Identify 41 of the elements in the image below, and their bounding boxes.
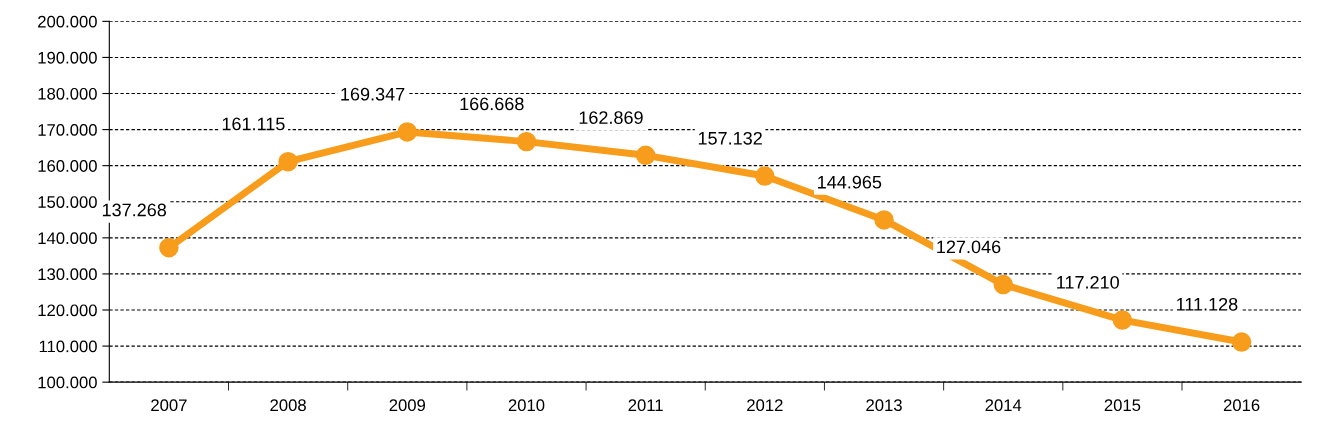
point	[159, 237, 179, 258]
data-label: 127.046	[937, 240, 1001, 254]
x-tick-label: 2012	[747, 399, 783, 412]
y-tick-label: 170.000	[38, 124, 97, 136]
point	[1112, 310, 1133, 330]
point	[278, 151, 298, 172]
x-tick-label: 2014	[985, 399, 1022, 412]
y-tick-label: 110.000	[39, 340, 97, 353]
point	[516, 131, 537, 152]
point	[635, 145, 656, 166]
point	[874, 210, 894, 230]
data-label: 157.132	[698, 131, 762, 145]
y-tick-label: 180.000	[38, 87, 97, 100]
x-tick-label: 2010	[508, 399, 545, 412]
y-tick-label: 200.000	[38, 15, 97, 28]
data-label: 144.965	[818, 175, 882, 189]
x-tick-label: 2016	[1223, 399, 1260, 412]
data-label: 111.128	[1176, 297, 1238, 311]
data-label: 166.668	[460, 97, 524, 111]
x-tick-label: 2009	[389, 399, 426, 412]
x-tick-label: 2007	[151, 399, 187, 412]
data-label: 117.210	[1057, 275, 1119, 289]
x-tick-label: 2008	[270, 399, 306, 412]
data-label: 169.347	[341, 87, 405, 101]
point	[397, 122, 418, 142]
point	[755, 166, 775, 186]
data-label: 161.115	[222, 117, 285, 131]
x-tick-label: 2013	[866, 399, 902, 412]
y-tick-label: 130.000	[38, 268, 97, 281]
x-tick-label: 2011	[628, 399, 663, 412]
point	[1231, 332, 1252, 352]
data-label: 162.869	[579, 111, 643, 124]
data-label: 137.268	[102, 203, 167, 217]
x-tick-label: 2015	[1104, 399, 1141, 412]
y-tick-label: 160.000	[38, 160, 97, 172]
y-tick-label: 120.000	[38, 304, 97, 317]
point	[993, 274, 1013, 295]
y-tick-label: 150.000	[38, 196, 97, 208]
y-tick-label: 100.000	[38, 376, 97, 389]
y-tick-label: 140.000	[38, 232, 97, 245]
y-tick-label: 190.000	[38, 51, 97, 64]
